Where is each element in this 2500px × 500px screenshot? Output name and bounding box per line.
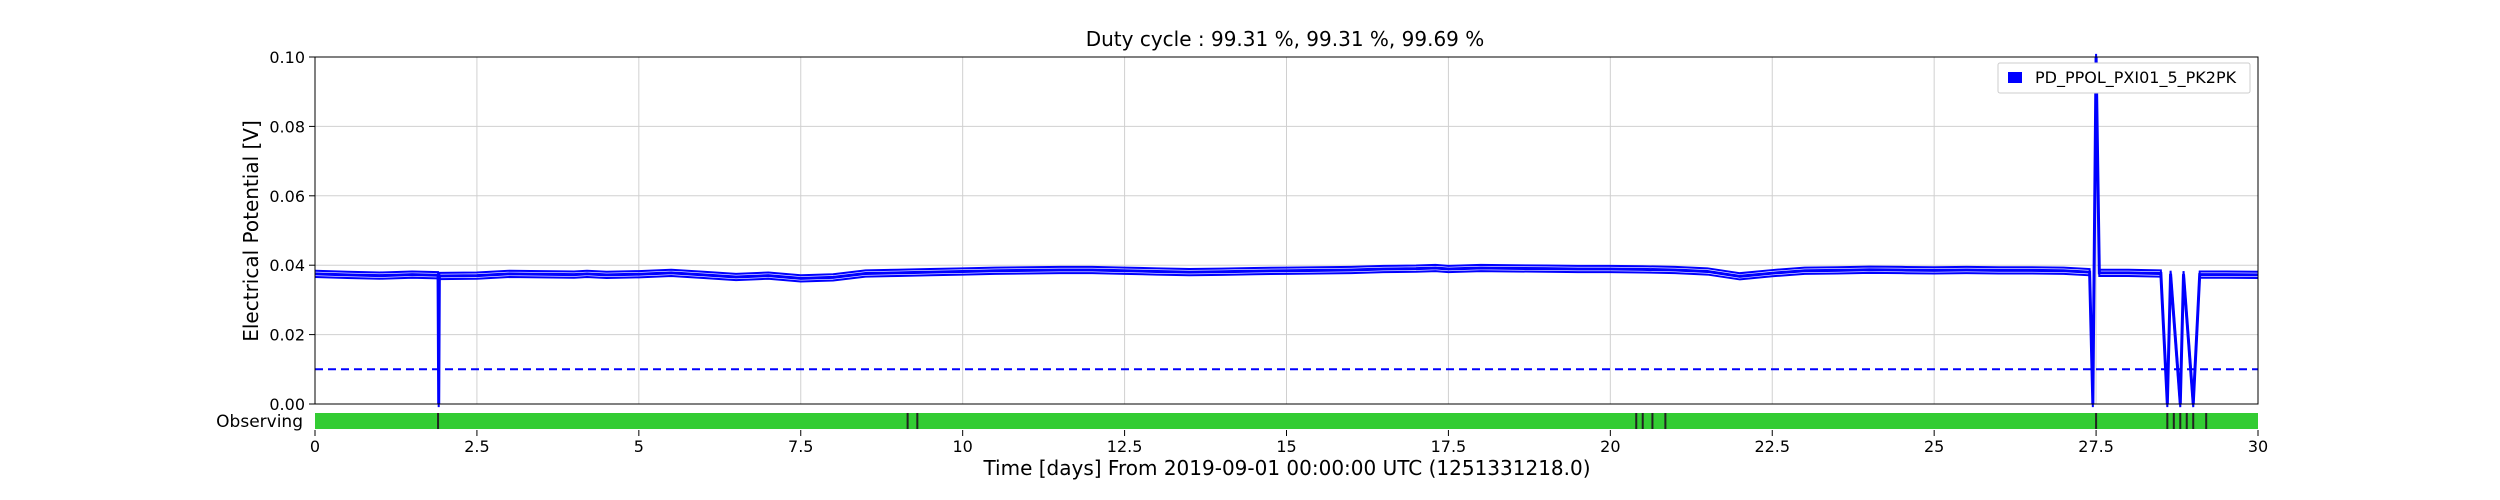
series-noise-lower — [314, 60, 2259, 408]
x-tick-label: 17.5 — [1431, 437, 1467, 456]
legend: PD_PPOL_PXI01_5_PK2PK — [1997, 62, 2251, 94]
state-bar-gap — [1664, 413, 1667, 429]
state-bar-gap — [1641, 413, 1644, 429]
legend-swatch — [2008, 72, 2022, 83]
x-tick-label: 27.5 — [2078, 437, 2114, 456]
state-bar-label: Observing — [216, 412, 303, 432]
state-bar-gap — [906, 413, 909, 429]
chart-title: Duty cycle : 99.31 %, 99.31 %, 99.69 % — [1086, 27, 1485, 51]
y-tick-label: 0.02 — [269, 326, 305, 345]
y-tick-label: 0.10 — [269, 48, 305, 67]
state-bar-gap — [2095, 413, 2098, 429]
grid-lines — [314, 56, 2259, 405]
y-tick-label: 0.00 — [269, 395, 305, 414]
y-tick-label: 0.06 — [269, 187, 305, 206]
state-bar-gap — [2166, 413, 2169, 429]
x-tick-label: 10 — [952, 437, 972, 456]
y-axis-label: Electrical Potential [V] — [239, 120, 263, 342]
x-axis-ticks: 0 2.5 5 7.5 10 12.5 15 17.5 20 22.5 25 27.5 30 — [310, 430, 2268, 456]
x-tick-label: 15 — [1276, 437, 1296, 456]
state-bar-gap — [2179, 413, 2182, 429]
x-tick-label: 20 — [1600, 437, 1620, 456]
x-tick-label: 12.5 — [1107, 437, 1143, 456]
y-axis-ticks: 0.00 0.02 0.04 0.06 0.08 0.10 — [269, 48, 315, 414]
y-tick-label: 0.04 — [269, 256, 305, 275]
plot-frame — [314, 56, 2259, 405]
x-tick-label: 2.5 — [464, 437, 489, 456]
x-tick-label: 5 — [634, 437, 644, 456]
x-tick-label: 25 — [1924, 437, 1944, 456]
state-bar-gaps — [437, 413, 2208, 429]
legend-label: PD_PPOL_PXI01_5_PK2PK — [2035, 68, 2237, 88]
x-tick-label: 30 — [2248, 437, 2268, 456]
legend-box — [1997, 62, 2251, 94]
state-bar-gap — [2172, 413, 2175, 429]
x-tick-label: 22.5 — [1754, 437, 1790, 456]
state-bar-gap — [916, 413, 919, 429]
state-bar-gap — [1651, 413, 1654, 429]
state-bar-gap — [2192, 413, 2195, 429]
state-bar-gap — [1635, 413, 1638, 429]
state-bar-gap — [437, 413, 440, 429]
x-axis-label: Time [days] From 2019-09-01 00:00:00 UTC… — [982, 456, 1590, 480]
x-tick-label: 7.5 — [788, 437, 813, 456]
state-bar-gap — [2205, 413, 2208, 429]
y-tick-label: 0.08 — [269, 117, 305, 136]
state-bar — [315, 413, 2258, 429]
x-tick-label: 0 — [310, 437, 320, 456]
state-bar-gap — [2185, 413, 2188, 429]
